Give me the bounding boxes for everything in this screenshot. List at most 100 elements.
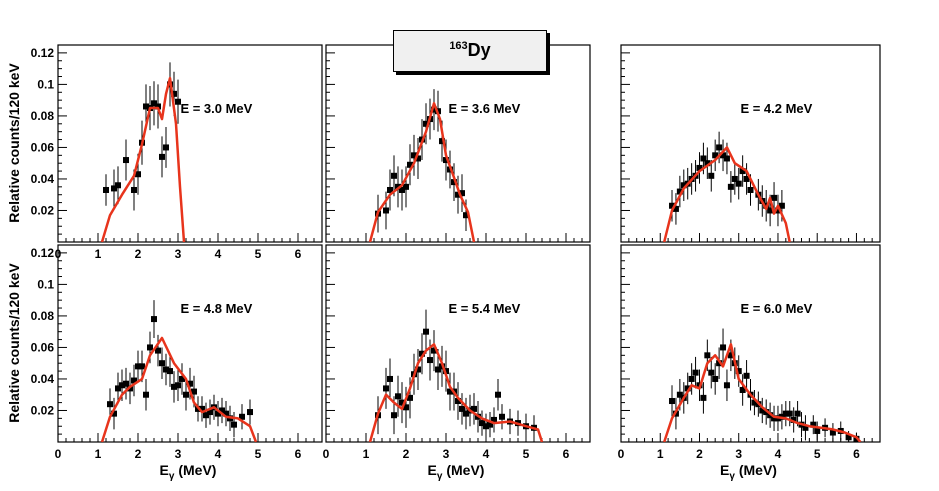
data-point (239, 413, 245, 420)
data-point (669, 202, 676, 209)
data-point (845, 434, 852, 441)
data-point (767, 207, 774, 214)
y-tick-label: 0.08 (31, 309, 55, 323)
data-point (203, 412, 209, 419)
y-tick-label: 0.02 (31, 403, 55, 417)
data-point (215, 410, 221, 417)
data-point (451, 179, 457, 186)
data-point (751, 399, 758, 406)
data-point (431, 347, 437, 354)
x-axis-label-subscript: γ (437, 471, 443, 482)
data-point (415, 155, 421, 162)
x-tick-label: 3 (443, 447, 450, 461)
data-point (395, 393, 401, 400)
data-point (407, 161, 413, 168)
data-point (459, 190, 465, 197)
data-point (391, 172, 397, 179)
x-axis-label-unit: (MeV) (735, 462, 777, 478)
model-curve (368, 343, 544, 442)
data-point (115, 385, 121, 392)
x-tick-label: 0 (618, 447, 625, 461)
x-axis-label-subscript: γ (729, 471, 735, 482)
model-curve (100, 336, 258, 442)
x-tick-label: 6 (563, 447, 570, 461)
data-point (403, 183, 409, 190)
panel-frame (57, 44, 323, 243)
data-point (167, 368, 173, 375)
data-point (123, 380, 129, 387)
data-point (431, 106, 437, 113)
data-point (786, 410, 793, 417)
data-point (704, 352, 711, 359)
data-point (720, 344, 727, 351)
data-point (391, 412, 397, 419)
data-point (455, 398, 461, 405)
data-point (672, 205, 679, 212)
data-point (735, 368, 742, 375)
data-point (135, 171, 141, 178)
data-point (155, 347, 161, 354)
x-tick-label: 5 (523, 447, 530, 461)
data-point (771, 194, 778, 201)
data-point (399, 186, 405, 193)
data-point (491, 416, 497, 423)
panel-energy-label: E = 5.4 MeV (448, 301, 520, 316)
x-tick-label: 0 (55, 447, 62, 461)
data-point (387, 375, 393, 382)
x-axis-label-main: E (428, 462, 437, 478)
model-curve (662, 146, 791, 242)
data-point (107, 401, 113, 408)
data-point (123, 157, 129, 164)
element-symbol: Dy (467, 40, 491, 60)
data-point (399, 399, 405, 406)
data-point (143, 103, 149, 110)
model-curve (368, 102, 476, 242)
data-point (179, 375, 185, 382)
data-point (696, 164, 703, 171)
data-point (739, 168, 746, 175)
panel-frame (57, 244, 323, 443)
panel-bottom-right: 0 1 2 3 4 5 6 E = 6.0 MeV (618, 244, 881, 461)
data-point (495, 391, 501, 398)
data-point (175, 382, 181, 389)
x-tick-label: 1 (657, 447, 664, 461)
data-point (712, 375, 719, 382)
data-point (759, 407, 766, 414)
y-tick-label: 0.04 (31, 172, 55, 186)
data-point (219, 407, 225, 414)
panel-top-middle: E = 3.6 MeV (325, 44, 591, 243)
x-axis-label-main: E (720, 462, 729, 478)
data-point (802, 424, 809, 431)
x-axis-label-main: E (160, 462, 169, 478)
data-point (680, 182, 687, 189)
data-point (175, 98, 181, 105)
data-point (479, 420, 485, 427)
data-point (207, 409, 213, 416)
panel-frame (620, 44, 881, 243)
data-point (419, 350, 425, 357)
y-tick-label: 0.02 (31, 203, 55, 217)
data-point (403, 404, 409, 411)
data-point (676, 391, 683, 398)
data-point (183, 391, 189, 398)
panel-bottom-left: 0.02 0.04 0.06 0.08 0.1 0.12 0 1 2 3 4 5 6 E = 4.8 Me… (31, 244, 323, 461)
data-point (455, 191, 461, 198)
x-tick-label: 1 (95, 247, 102, 261)
data-point (747, 186, 754, 193)
data-point (171, 383, 177, 390)
data-point (147, 344, 153, 351)
data-point (171, 90, 177, 97)
data-point (669, 398, 676, 405)
y-tick-label: 0.12 (31, 246, 55, 260)
panel-energy-label: E = 3.0 MeV (180, 101, 252, 116)
data-point (443, 368, 449, 375)
data-point (151, 316, 157, 323)
data-point (794, 410, 801, 417)
x-tick-label: 1 (363, 447, 370, 461)
data-point (191, 388, 197, 395)
data-point (739, 386, 746, 393)
data-point (463, 410, 469, 417)
data-point (155, 103, 161, 110)
data-point (119, 382, 125, 389)
